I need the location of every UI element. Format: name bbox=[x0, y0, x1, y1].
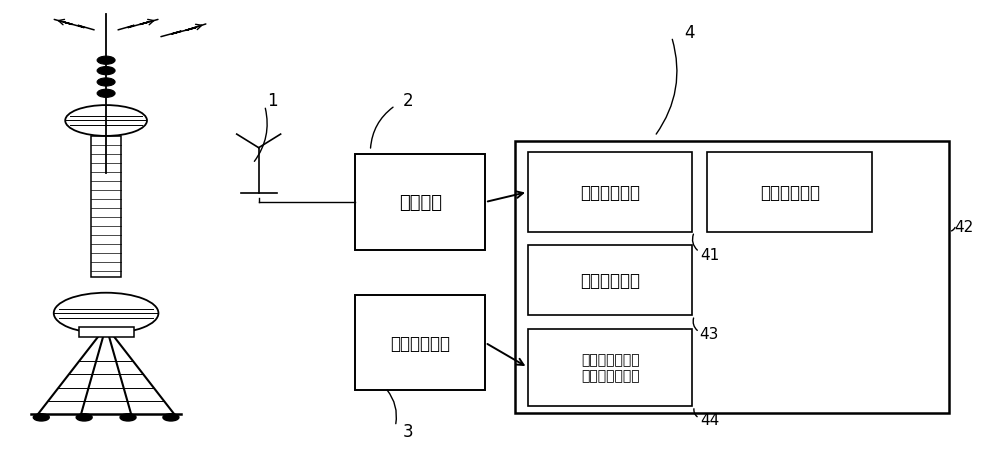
Circle shape bbox=[76, 414, 92, 421]
Text: 数据综合模块: 数据综合模块 bbox=[760, 183, 820, 202]
Text: 43: 43 bbox=[700, 326, 719, 341]
Text: 台站等效全向发
射功率估算模块: 台站等效全向发 射功率估算模块 bbox=[581, 353, 640, 383]
FancyBboxPatch shape bbox=[528, 246, 692, 316]
Text: 2: 2 bbox=[403, 92, 414, 110]
Circle shape bbox=[97, 79, 115, 87]
Text: 测量设备: 测量设备 bbox=[399, 194, 442, 212]
Text: 4: 4 bbox=[684, 24, 695, 42]
FancyBboxPatch shape bbox=[528, 329, 692, 406]
Text: 测距定位装置: 测距定位装置 bbox=[390, 334, 450, 352]
Text: 1: 1 bbox=[267, 92, 278, 110]
Ellipse shape bbox=[54, 293, 158, 334]
Circle shape bbox=[97, 57, 115, 65]
Circle shape bbox=[120, 414, 136, 421]
Circle shape bbox=[33, 414, 49, 421]
Bar bbox=[91, 137, 121, 277]
Circle shape bbox=[97, 90, 115, 98]
Bar bbox=[79, 327, 134, 337]
Text: 损耗分析模块: 损耗分析模块 bbox=[580, 183, 640, 202]
Text: 补偿计算模块: 补偿计算模块 bbox=[580, 272, 640, 290]
Text: 41: 41 bbox=[700, 247, 719, 262]
FancyBboxPatch shape bbox=[515, 142, 949, 413]
Text: 3: 3 bbox=[403, 422, 414, 440]
Ellipse shape bbox=[65, 106, 147, 136]
Text: 44: 44 bbox=[700, 412, 719, 427]
FancyBboxPatch shape bbox=[355, 155, 485, 250]
Circle shape bbox=[97, 67, 115, 76]
FancyBboxPatch shape bbox=[355, 295, 485, 390]
Text: 42: 42 bbox=[954, 220, 973, 235]
Circle shape bbox=[163, 414, 179, 421]
FancyBboxPatch shape bbox=[707, 153, 872, 232]
FancyBboxPatch shape bbox=[528, 153, 692, 232]
